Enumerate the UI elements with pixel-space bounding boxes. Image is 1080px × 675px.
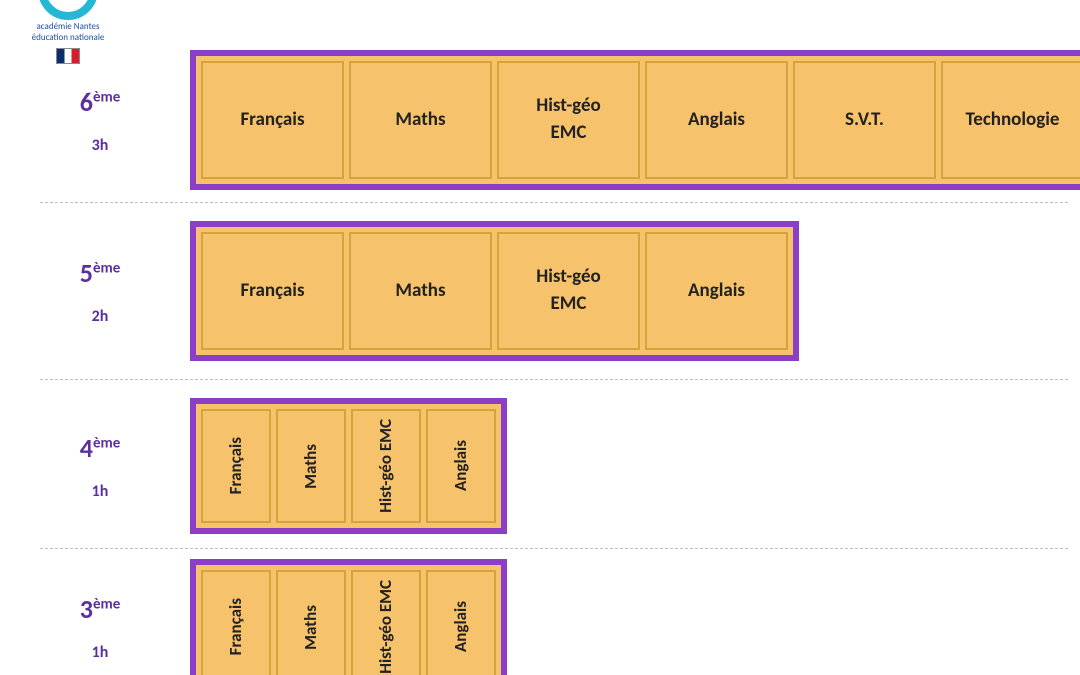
subject-cell: Hist-géo EMC [497,61,640,179]
grade-row: 4ème 1h Français Maths Hist-géo EMC Anglais [0,380,1080,548]
grade-row: 3ème 1h Français Maths Hist-géo EMC Anglais [0,549,1080,675]
subject-label: S.V.T. [845,107,884,134]
subject-cell: Français [201,570,271,675]
subject-cell: Maths [349,61,492,179]
subject-label: Hist-géo EMC [374,580,398,674]
grade-label: 3ème 1h [0,593,190,662]
grade-number: 6ème [10,86,190,118]
subjects-block: Français Maths Hist-géo EMC Anglais [190,221,799,361]
subject-label: Technologie [965,107,1059,134]
subject-cell: Hist-géo EMC [351,409,421,523]
grade-hours: 1h [10,482,190,501]
subject-label: Anglais [688,107,745,134]
grade-number: 4ème [10,432,190,464]
subject-cell: Maths [276,409,346,523]
subject-label: Français [224,437,248,494]
grade-hours: 1h [10,643,190,662]
logo-line2: éducation nationale [18,33,118,44]
grade-number: 3ème [10,593,190,625]
grade-row: 5ème 2h Français Maths Hist-géo EMC Anglais [0,203,1080,379]
subject-cell: Anglais [426,409,496,523]
subject-label: Maths [299,444,323,489]
subject-label: Hist-géo EMC [374,419,398,513]
grade-number: 5ème [10,257,190,289]
subject-cell: Hist-géo EMC [351,570,421,675]
page: académie Nantes éducation nationale 6ème… [0,0,1080,675]
rows-container: 6ème 3h Français Maths Hist-géo EMC Anglais S.… [0,44,1080,675]
subject-cell: Anglais [645,61,788,179]
subject-label: Anglais [449,440,473,491]
grade-label: 5ème 2h [0,257,190,326]
grade-hours: 3h [10,136,190,155]
subject-label: Hist-géo EMC [536,264,601,317]
grade-label: 4ème 1h [0,432,190,501]
subject-cell: Anglais [645,232,788,350]
subject-cell: Hist-géo EMC [497,232,640,350]
subject-label: Français [240,278,304,305]
subject-cell: Maths [276,570,346,675]
subject-label: Maths [299,605,323,650]
subject-cell: Français [201,61,344,179]
subject-label: Maths [395,107,445,134]
subject-cell: Français [201,232,344,350]
subjects-block: Français Maths Hist-géo EMC Anglais [190,559,507,675]
grade-hours: 2h [10,307,190,326]
grade-label: 6ème 3h [0,86,190,155]
subject-cell: Maths [349,232,492,350]
grade-row: 6ème 3h Français Maths Hist-géo EMC Anglais S.… [0,44,1080,202]
subject-label: Hist-géo EMC [536,93,601,146]
subject-cell: Anglais [426,570,496,675]
subject-label: Maths [395,278,445,305]
subjects-block: Français Maths Hist-géo EMC Anglais S.V.T. Te… [190,50,1080,190]
subject-cell: S.V.T. [793,61,936,179]
subject-cell: Technologie [941,61,1080,179]
subject-cell: Français [201,409,271,523]
logo-circle-icon [38,0,98,20]
subject-label: Français [224,598,248,655]
subjects-block: Français Maths Hist-géo EMC Anglais [190,398,507,534]
subject-label: Anglais [688,278,745,305]
subject-label: Anglais [449,601,473,652]
subject-label: Français [240,107,304,134]
